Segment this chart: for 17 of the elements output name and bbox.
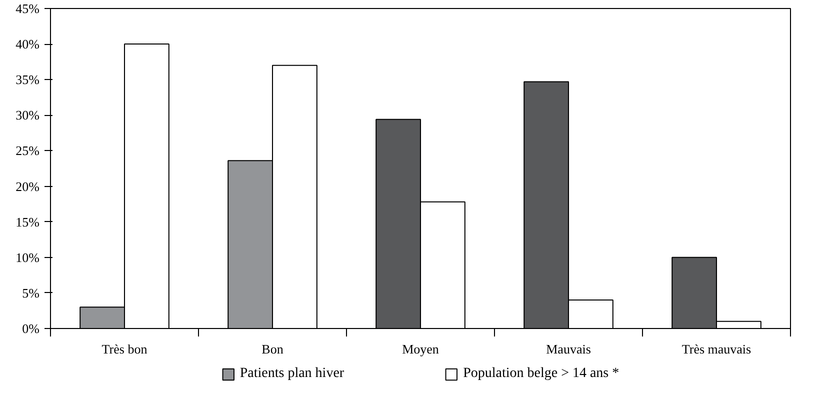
y-tick-label: 15% bbox=[16, 214, 40, 230]
y-tick-label: 35% bbox=[16, 72, 40, 88]
y-tick-label: 30% bbox=[16, 108, 40, 123]
legend-label: Population belge > 14 ans * bbox=[463, 366, 620, 382]
y-tick-label: 40% bbox=[16, 36, 40, 52]
y-tick-label: 10% bbox=[16, 250, 40, 265]
y-tick-label: 0% bbox=[22, 321, 40, 336]
legend-label: Patients plan hiver bbox=[240, 366, 344, 382]
y-tick-label: 25% bbox=[16, 143, 40, 158]
y-tick-label: 20% bbox=[16, 178, 40, 194]
x-tick-label: Mauvais bbox=[546, 342, 591, 356]
x-tick-label: Très mauvais bbox=[682, 342, 752, 356]
x-tick-label: Moyen bbox=[402, 342, 440, 356]
x-tick-label: Très bon bbox=[102, 342, 148, 356]
x-tick-label: Bon bbox=[262, 342, 284, 356]
y-tick-label: 5% bbox=[22, 285, 40, 300]
y-tick-label: 45% bbox=[16, 1, 40, 16]
